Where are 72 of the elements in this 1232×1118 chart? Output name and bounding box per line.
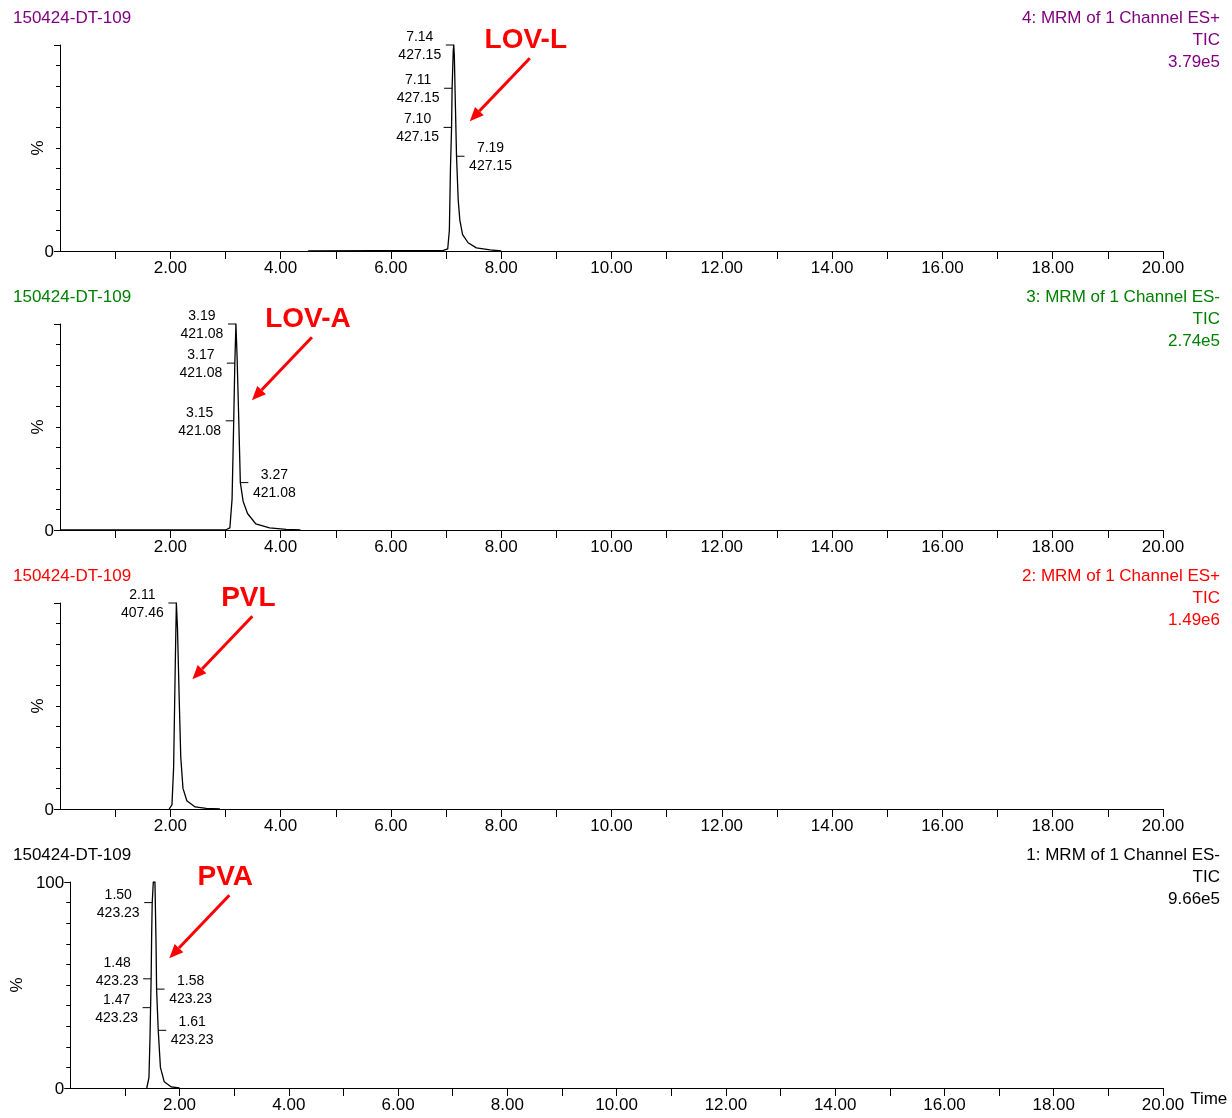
chart-subtitle: 3: MRM of 1 Channel ES- TIC 2.74e5 <box>1026 286 1220 350</box>
annotation: 7.14 427.15 <box>398 28 442 62</box>
x-tick-label: 6.00 <box>381 1095 415 1114</box>
x-tick-label: 2.00 <box>153 816 187 835</box>
x-tick-label: 12.00 <box>700 816 744 835</box>
annotation: 7.11 427.15 <box>396 71 440 106</box>
x-tick-label: 4.00 <box>264 258 298 277</box>
annotation: 7.10 427.15 <box>396 110 440 145</box>
x-tick-label: 10.00 <box>590 537 633 556</box>
x-tick-label: 2.00 <box>153 537 187 556</box>
chart-subtitle: 1: MRM of 1 Channel ES- TIC 9.66e5 <box>1026 844 1220 908</box>
y-axis-title: % <box>28 140 47 156</box>
x-tick-label: 14.00 <box>810 537 854 556</box>
x-tick-label: 16.00 <box>921 816 964 835</box>
annotation: LOV-A <box>265 301 351 333</box>
annotation: PVL <box>221 580 276 612</box>
x-tick-label: 10.00 <box>590 816 633 835</box>
x-tick-label: 8.00 <box>484 537 518 556</box>
x-tick-label: 4.00 <box>264 816 298 835</box>
annotation: 3.19 421.08 <box>180 307 224 341</box>
x-tick-label: 16.00 <box>921 537 964 556</box>
x-tick-label: 18.00 <box>1031 537 1074 556</box>
x-tick-label: 16.00 <box>921 258 964 277</box>
x-tick-label: 16.00 <box>923 1095 966 1114</box>
annotation: 2.11 407.46 <box>120 586 164 620</box>
x-tick-label: 18.00 <box>1031 258 1074 277</box>
x-tick-label: 4.00 <box>264 537 298 556</box>
x-tick-label: 2.00 <box>162 1095 197 1114</box>
annotation: 1.47 423.23 <box>95 990 139 1025</box>
annotation: 1.58 423.23 <box>169 972 213 1007</box>
chart-title: 150424-DT-109 <box>13 287 132 306</box>
x-tick-label: 12.00 <box>700 537 744 556</box>
annotation: 1.50 423.23 <box>96 885 140 920</box>
x-tick-label: 14.00 <box>813 1095 857 1114</box>
x-tick-label: 18.00 <box>1031 816 1074 835</box>
x-tick-label: 20.00 <box>1141 537 1185 556</box>
chart-title: 150424-DT-109 <box>13 8 132 27</box>
chart-subtitle: 4: MRM of 1 Channel ES+ TIC 3.79e5 <box>1022 7 1221 71</box>
x-tick-label: 8.00 <box>484 258 518 277</box>
chart-title: 150424-DT-109 <box>13 845 132 864</box>
x-tick-label: 2.00 <box>153 258 187 277</box>
x-tick-label: 12.00 <box>700 258 744 277</box>
x-axis-title: Time <box>1190 1089 1228 1108</box>
y-tick-label: 100 <box>35 872 65 892</box>
x-tick-label: 20.00 <box>1141 816 1185 835</box>
x-tick-label: 6.00 <box>374 537 408 556</box>
x-tick-label: 14.00 <box>810 258 854 277</box>
annotation: PVA <box>197 859 254 891</box>
annotation: 3.17 421.08 <box>179 346 223 381</box>
x-tick-label: 10.00 <box>595 1095 638 1114</box>
x-tick-label: 12.00 <box>704 1095 748 1114</box>
x-tick-label: 4.00 <box>272 1095 306 1114</box>
y-axis-title: % <box>7 977 26 993</box>
annotation: 3.15 421.08 <box>178 403 222 438</box>
x-tick-label: 8.00 <box>490 1095 524 1114</box>
x-tick-label: 6.00 <box>374 816 408 835</box>
x-tick-label: 6.00 <box>374 258 408 277</box>
x-tick-label: 10.00 <box>590 258 633 277</box>
x-tick-label: 20.00 <box>1141 1095 1185 1114</box>
x-tick-label: 18.00 <box>1032 1095 1075 1114</box>
y-axis-title: % <box>28 419 47 435</box>
annotation: 1.48 423.23 <box>95 953 139 988</box>
annotation: LOV-L <box>484 22 567 54</box>
x-tick-label: 8.00 <box>484 816 518 835</box>
x-tick-label: 14.00 <box>810 816 854 835</box>
y-axis-title: % <box>28 698 47 714</box>
annotation: 7.19 427.15 <box>469 139 513 174</box>
annotation: 3.27 421.08 <box>252 465 296 500</box>
chart-subtitle: 2: MRM of 1 Channel ES+ TIC 1.49e6 <box>1022 565 1221 629</box>
x-tick-label: 20.00 <box>1141 258 1185 277</box>
annotation: 1.61 423.23 <box>170 1013 214 1048</box>
chart-title: 150424-DT-109 <box>13 566 132 585</box>
